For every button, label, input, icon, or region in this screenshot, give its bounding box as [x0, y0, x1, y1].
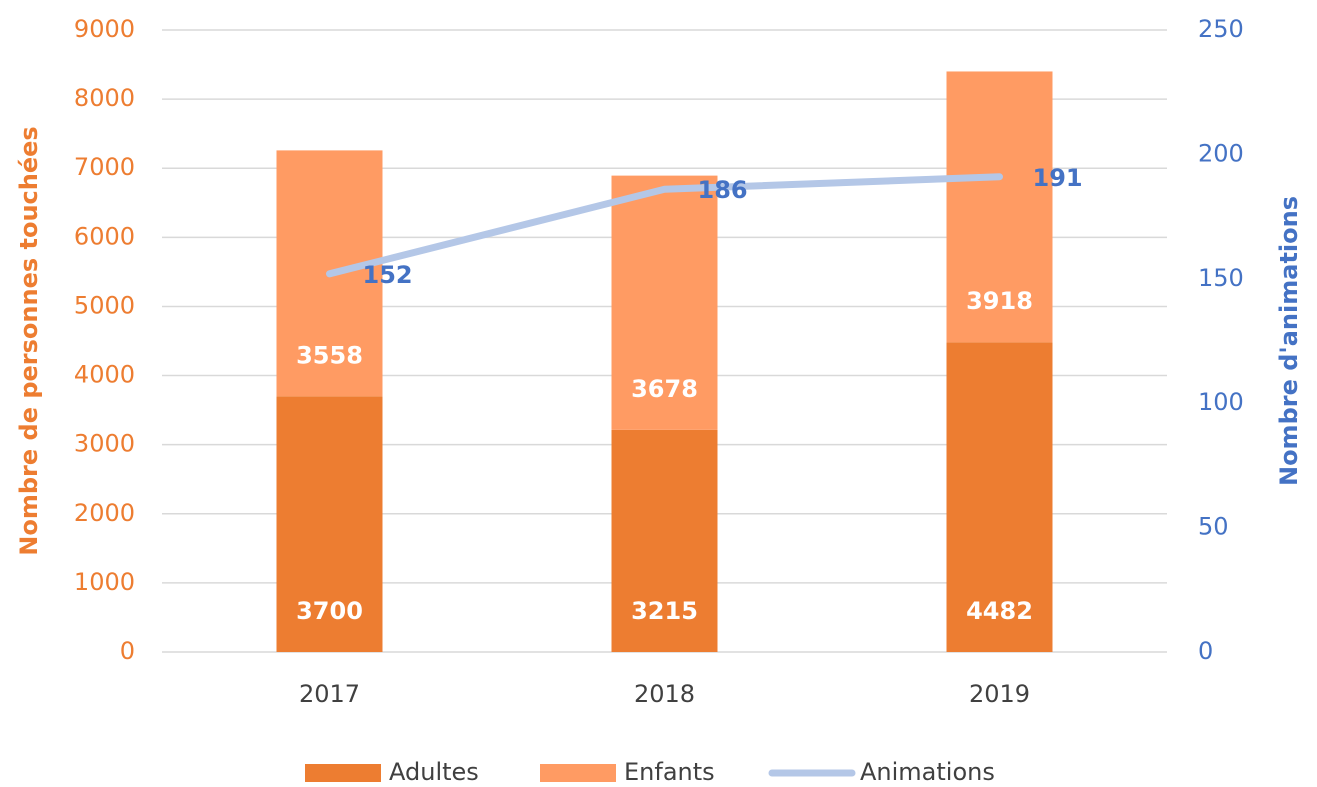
- x-tick-label: 2018: [634, 680, 695, 708]
- bar: [946, 342, 1053, 652]
- y-tick-label: 5000: [74, 291, 135, 319]
- y-tick-label: 0: [120, 637, 135, 665]
- y-tick-label: 3000: [74, 430, 135, 458]
- y2-tick-label: 50: [1198, 513, 1229, 541]
- data-label: 191: [1033, 164, 1083, 192]
- y-tick-label: 6000: [74, 222, 135, 250]
- bar: [946, 71, 1053, 343]
- legend-label: Animations: [860, 758, 995, 786]
- y-axis-title: Nombre de personnes touchées: [15, 126, 43, 555]
- y-tick-label: 1000: [74, 568, 135, 596]
- bar: [611, 429, 718, 652]
- bar: [611, 175, 718, 430]
- y2-tick-label: 150: [1198, 264, 1244, 292]
- legend-label: Adultes: [389, 758, 479, 786]
- y-tick-label: 9000: [74, 15, 135, 43]
- data-label: 4482: [966, 597, 1033, 625]
- y2-axis-title: Nombre d'animations: [1275, 196, 1303, 486]
- line: [326, 173, 1003, 278]
- y-tick-label: 7000: [74, 153, 135, 181]
- legend-swatch: [305, 764, 381, 782]
- y2-tick-label: 100: [1198, 388, 1244, 416]
- x-tick-label: 2019: [969, 680, 1030, 708]
- bar: [276, 396, 383, 652]
- y-tick-label: 2000: [74, 499, 135, 527]
- data-label: 3700: [296, 597, 363, 625]
- y-tick-label: 8000: [74, 84, 135, 112]
- y2-tick-label: 0: [1198, 637, 1213, 665]
- x-tick-label: 2017: [299, 680, 360, 708]
- data-label: 3918: [966, 287, 1033, 315]
- legend-swatch: [540, 764, 616, 782]
- data-label: 3558: [296, 341, 363, 369]
- y-tick-label: 4000: [74, 361, 135, 389]
- data-label: 152: [363, 261, 413, 289]
- data-label: 3215: [631, 597, 698, 625]
- y2-tick-label: 250: [1198, 15, 1244, 43]
- data-label: 3678: [631, 375, 698, 403]
- data-label: 186: [698, 176, 748, 204]
- y2-tick-label: 200: [1198, 139, 1244, 167]
- legend-label: Enfants: [624, 758, 715, 786]
